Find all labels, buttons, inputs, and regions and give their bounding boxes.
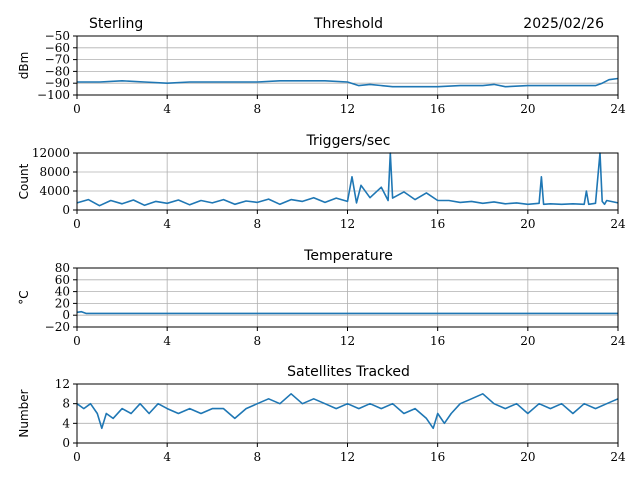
y-tick-label: −70 <box>45 53 70 67</box>
y-tick-label: 40 <box>55 285 70 299</box>
x-tick-label: 16 <box>430 102 445 116</box>
y-tick-label: 0 <box>62 308 70 322</box>
x-tick-label: 20 <box>520 450 535 464</box>
y-tick-label: 0 <box>62 203 70 217</box>
y-tick-label: 12000 <box>32 146 70 160</box>
chart-title: Triggers/sec <box>306 133 391 149</box>
report-date: 2025/02/26 <box>523 16 604 32</box>
x-tick-label: 4 <box>163 450 171 464</box>
x-tick-label: 24 <box>610 217 626 231</box>
x-tick-label: 16 <box>430 334 445 348</box>
series-line <box>76 152 619 207</box>
chart-panel: 0 4 8 12 16 20 24 0 4000 8000 12000 Triggers/sec Cou… <box>17 133 626 231</box>
series-line <box>76 310 618 315</box>
x-tick-label: 4 <box>163 334 171 348</box>
y-tick-label: 4000 <box>39 184 70 198</box>
x-tick-label: 24 <box>610 102 626 116</box>
x-tick-label: 12 <box>340 450 355 464</box>
x-tick-label: 20 <box>520 334 535 348</box>
site-name: Sterling <box>89 16 143 32</box>
y-tick-label: 20 <box>55 296 70 310</box>
chart-title: Temperature <box>303 248 393 264</box>
chart-title: Threshold <box>313 16 383 32</box>
x-tick-label: 4 <box>163 102 171 116</box>
x-tick-label: 0 <box>73 334 81 348</box>
y-axis-label: dBm <box>17 52 31 80</box>
y-tick-label: 8000 <box>39 165 70 179</box>
x-tick-label: 8 <box>254 217 262 231</box>
x-tick-label: 24 <box>610 450 626 464</box>
y-tick-label: −20 <box>45 320 70 334</box>
x-tick-label: 0 <box>73 217 81 231</box>
y-tick-label: −50 <box>45 29 70 43</box>
x-tick-label: 16 <box>430 450 445 464</box>
y-tick-label: 8 <box>62 397 70 411</box>
panels: 0 4 8 12 16 20 24 −100−90−80−70−60−50 Threshold d… <box>17 16 626 464</box>
y-tick-label: −80 <box>45 64 70 78</box>
y-axis-label: °C <box>17 290 31 304</box>
x-tick-label: 8 <box>254 450 262 464</box>
y-tick-label: −100 <box>37 88 70 102</box>
y-tick-label: −60 <box>45 41 70 55</box>
x-tick-label: 24 <box>610 334 626 348</box>
y-tick-label: 0 <box>62 436 70 450</box>
x-tick-label: 8 <box>254 334 262 348</box>
y-tick-label: −90 <box>45 76 70 90</box>
x-tick-label: 0 <box>73 102 81 116</box>
x-tick-label: 16 <box>430 217 445 231</box>
y-tick-label: 60 <box>55 273 70 287</box>
x-tick-label: 8 <box>254 102 262 116</box>
x-tick-label: 12 <box>340 102 355 116</box>
y-tick-label: 12 <box>55 377 70 391</box>
y-tick-label: 80 <box>55 261 70 275</box>
x-tick-label: 12 <box>340 217 355 231</box>
x-tick-label: 4 <box>163 217 171 231</box>
x-tick-label: 0 <box>73 450 81 464</box>
x-tick-label: 20 <box>520 102 535 116</box>
chart-title: Satellites Tracked <box>287 364 410 380</box>
series-line <box>77 77 619 88</box>
y-axis-label: Number <box>17 389 31 437</box>
y-tick-label: 4 <box>62 416 70 430</box>
y-axis-label: Count <box>17 163 31 199</box>
chart-panel: 0 4 8 12 16 20 24 0 4 8 12 Satellites Tracked Number <box>17 364 626 464</box>
x-tick-label: 12 <box>340 334 355 348</box>
chart-panel: 0 4 8 12 16 20 24 −100−90−80−70−60−50 Threshold d… <box>17 16 626 116</box>
x-tick-label: 20 <box>520 217 535 231</box>
series-line <box>76 392 619 430</box>
